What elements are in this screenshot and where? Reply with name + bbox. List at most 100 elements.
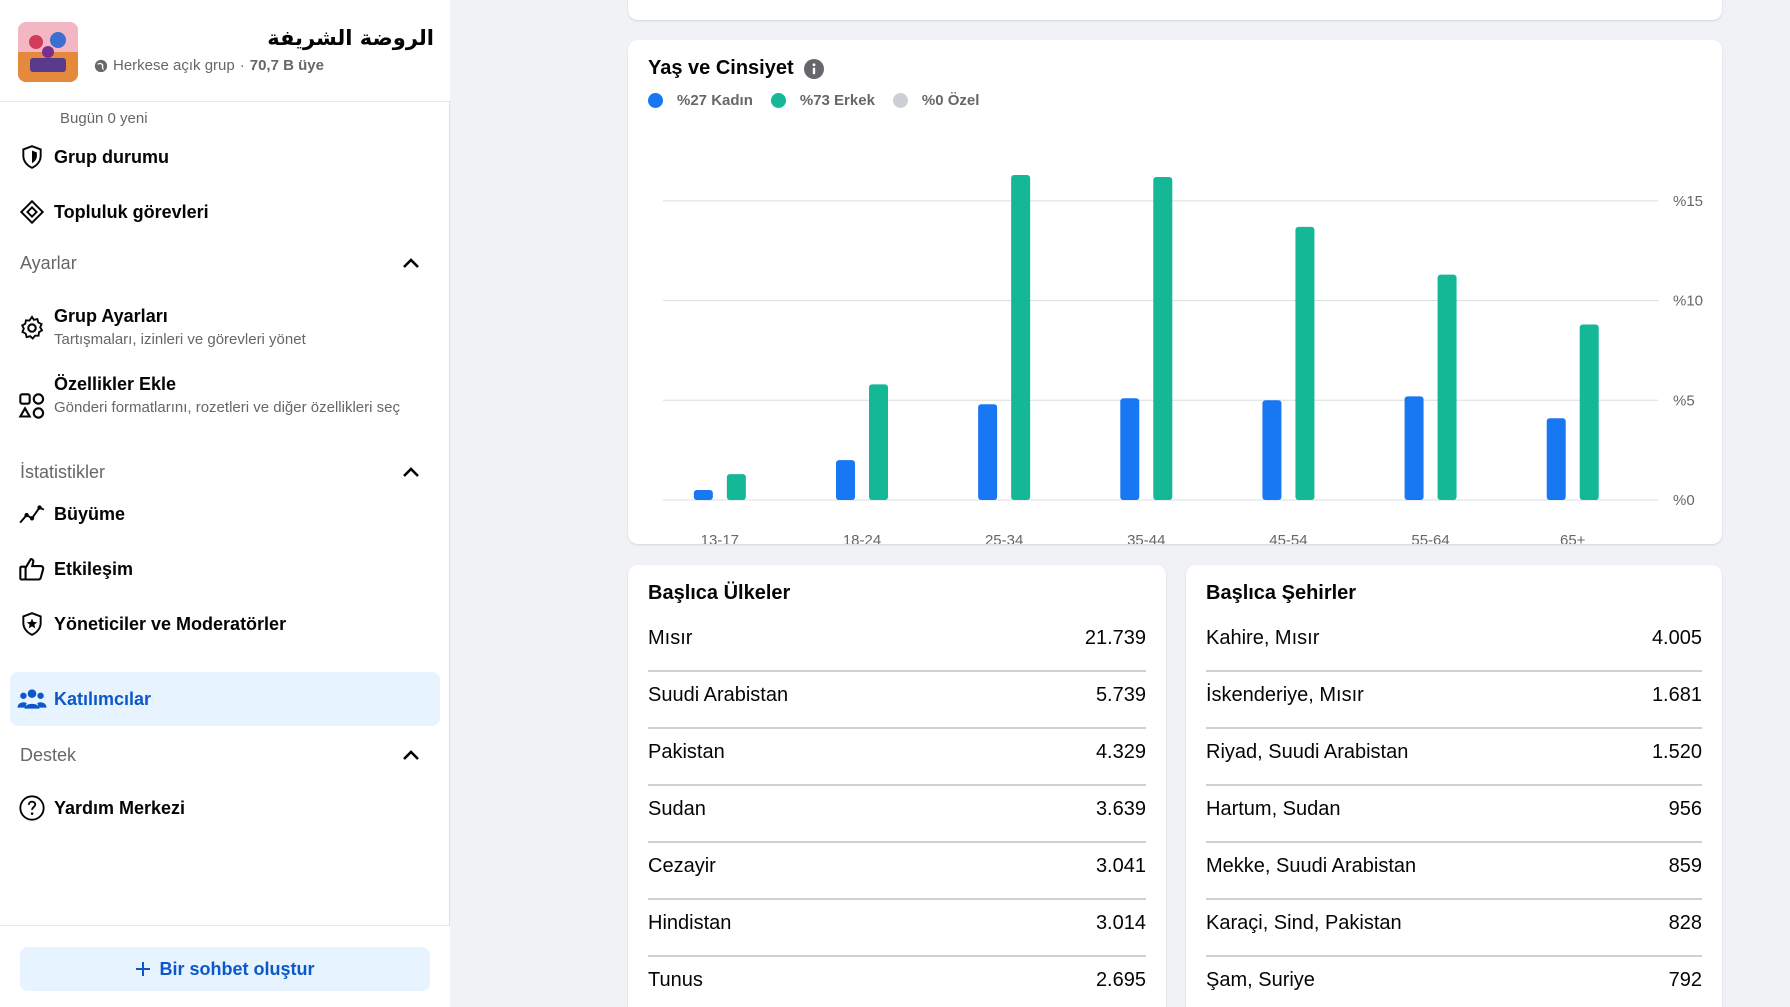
nav-add-features-label: Özellikler Ekle <box>54 374 177 394</box>
nav-group-settings-desc: Tartışmaları, izinleri ve görevleri yöne… <box>54 331 306 348</box>
chart-bar <box>1120 398 1140 500</box>
age-gender-bar-chart: %0 %5 %10 %15 13-17 18-24 25-34 35-44 45-54 55-64… <box>663 174 1703 544</box>
age-gender-title-row: Yaş ve Cinsiyet <box>648 57 824 80</box>
nav-group-status[interactable]: Grup durumu <box>10 132 440 182</box>
chart-bar <box>1579 324 1599 500</box>
nav-engagement[interactable]: Etkileşim <box>10 543 440 595</box>
group-privacy: Herkese açık grup <box>113 57 235 74</box>
thumbs-up-icon <box>10 555 54 583</box>
top-countries-title: Başlıca Ülkeler <box>648 582 791 604</box>
x-tick-label: 55-64 <box>1411 532 1449 544</box>
y-tick-label: %0 <box>1673 492 1695 509</box>
chart-bar <box>1437 274 1457 500</box>
section-support-header[interactable]: Destek <box>20 740 420 770</box>
people-icon <box>10 686 54 712</box>
x-tick-label: 25-34 <box>985 532 1023 544</box>
today-new-count: Bugün 0 yeni <box>60 110 148 127</box>
list-item: Hartum, Sudan 956 <box>1206 786 1702 843</box>
create-chat-label: Bir sohbet oluştur <box>159 958 315 979</box>
legend-private-label: %0 Özel <box>921 92 980 109</box>
top-cities-title: Başlıca Şehirler <box>1206 582 1357 604</box>
info-icon[interactable] <box>803 58 824 79</box>
chart-bar <box>1153 176 1173 500</box>
group-header[interactable]: الروضة الشريفة Herkese açık grup · 70,7 … <box>0 0 450 102</box>
nav-group-settings-label: Grup Ayarları <box>54 306 168 326</box>
nav-help-center[interactable]: Yardım Merkezi <box>10 782 440 834</box>
country-count: 3.014 <box>1095 912 1146 934</box>
list-item: Pakistan 4.329 <box>648 729 1146 786</box>
x-tick-label: 13-17 <box>701 532 739 544</box>
age-gender-card: Yaş ve Cinsiyet %27 Kadın %73 Erkek %0 Ö… <box>628 40 1722 544</box>
city-count: 4.005 <box>1651 627 1702 649</box>
create-chat-button[interactable]: Bir sohbet oluştur <box>20 947 430 991</box>
country-name: Tunus <box>648 969 703 991</box>
nav-add-features[interactable]: Özellikler Ekle Gönderi formatlarını, ro… <box>10 366 440 446</box>
x-tick-label: 18-24 <box>843 532 881 544</box>
country-name: Mısır <box>648 627 693 649</box>
list-item: İskenderiye, Mısır 1.681 <box>1206 672 1702 729</box>
city-name: Riyad, Suudi Arabistan <box>1206 741 1409 763</box>
section-insights-header[interactable]: İstatistikler <box>20 457 420 487</box>
list-item: Hindistan 3.014 <box>648 900 1146 957</box>
chevron-up-icon[interactable] <box>402 466 420 478</box>
globe-icon <box>94 59 108 72</box>
chevron-up-icon[interactable] <box>402 257 420 269</box>
section-settings-header[interactable]: Ayarlar <box>20 248 420 278</box>
country-count: 21.739 <box>1084 627 1146 649</box>
list-item: Riyad, Suudi Arabistan 1.520 <box>1206 729 1702 786</box>
list-item: Cezayir 3.041 <box>648 843 1146 900</box>
previous-card-edge <box>628 0 1722 20</box>
nav-growth-label: Büyüme <box>54 503 126 524</box>
nav-members[interactable]: Katılımcılar <box>10 672 440 726</box>
age-gender-title: Yaş ve Cinsiyet <box>648 57 794 79</box>
nav-growth[interactable]: Büyüme <box>10 488 440 540</box>
chart-bar <box>1546 418 1566 500</box>
nav-admins-moderators-label: Yöneticiler ve Moderatörler <box>54 613 287 634</box>
nav-help-center-label: Yardım Merkezi <box>54 797 186 818</box>
legend-dot <box>648 93 663 108</box>
chart-bar <box>726 474 746 500</box>
section-settings-title: Ayarlar <box>20 252 77 273</box>
y-tick-label: %15 <box>1673 193 1703 210</box>
country-name: Suudi Arabistan <box>648 684 789 706</box>
list-item: Kahire, Mısır 4.005 <box>1206 615 1702 672</box>
shapes-icon <box>10 392 54 420</box>
chart-bar <box>693 490 713 500</box>
nav-group-settings[interactable]: Grup Ayarları Tartışmaları, izinleri ve … <box>10 296 440 360</box>
section-insights-title: İstatistikler <box>20 461 106 482</box>
legend-female: %27 Kadın <box>648 92 753 109</box>
group-member-count[interactable]: 70,7 B üye <box>249 57 324 74</box>
list-item: Suudi Arabistan 5.739 <box>648 672 1146 729</box>
city-name: Kahire, Mısır <box>1206 627 1320 649</box>
chart-legend: %27 Kadın %73 Erkek %0 Özel <box>648 92 979 109</box>
city-count: 792 <box>1668 969 1702 991</box>
y-tick-label: %5 <box>1673 392 1695 409</box>
legend-private: %0 Özel <box>892 92 980 109</box>
group-cover-thumbnail[interactable] <box>18 22 78 82</box>
chevron-up-icon[interactable] <box>402 749 420 761</box>
nav-community-tasks[interactable]: Topluluk görevleri <box>10 187 440 237</box>
city-name: Şam, Suriye <box>1206 969 1315 991</box>
legend-dot <box>770 93 786 108</box>
group-name[interactable]: الروضة الشريفة <box>267 26 434 50</box>
chart-bar <box>1404 396 1424 500</box>
list-item: Tunus 2.695 <box>648 957 1146 1007</box>
trend-line-icon <box>10 501 54 527</box>
country-count: 2.695 <box>1095 969 1146 991</box>
legend-male-label: %73 Erkek <box>799 92 875 109</box>
city-name: Karaçi, Sind, Pakistan <box>1206 912 1402 934</box>
sidebar-footer: Bir sohbet oluştur <box>0 925 450 1007</box>
nav-group-status-label: Grup durumu <box>54 146 169 167</box>
y-tick-label: %10 <box>1673 293 1703 310</box>
country-count: 3.639 <box>1095 798 1146 820</box>
chart-bar <box>1262 400 1282 500</box>
nav-admins-moderators[interactable]: Yöneticiler ve Moderatörler <box>10 598 440 650</box>
legend-male: %73 Erkek <box>770 92 875 109</box>
city-name: Mekke, Suudi Arabistan <box>1206 855 1417 877</box>
top-cities-list: Kahire, Mısır 4.005 İskenderiye, Mısır 1.6… <box>1206 615 1702 1007</box>
chart-bar <box>1011 174 1031 500</box>
legend-female-label: %27 Kadın <box>677 92 753 109</box>
list-item: Mısır 21.739 <box>648 615 1146 672</box>
x-tick-label: 35-44 <box>1127 532 1165 544</box>
group-meta: Herkese açık grup · 70,7 B üye <box>94 57 324 74</box>
